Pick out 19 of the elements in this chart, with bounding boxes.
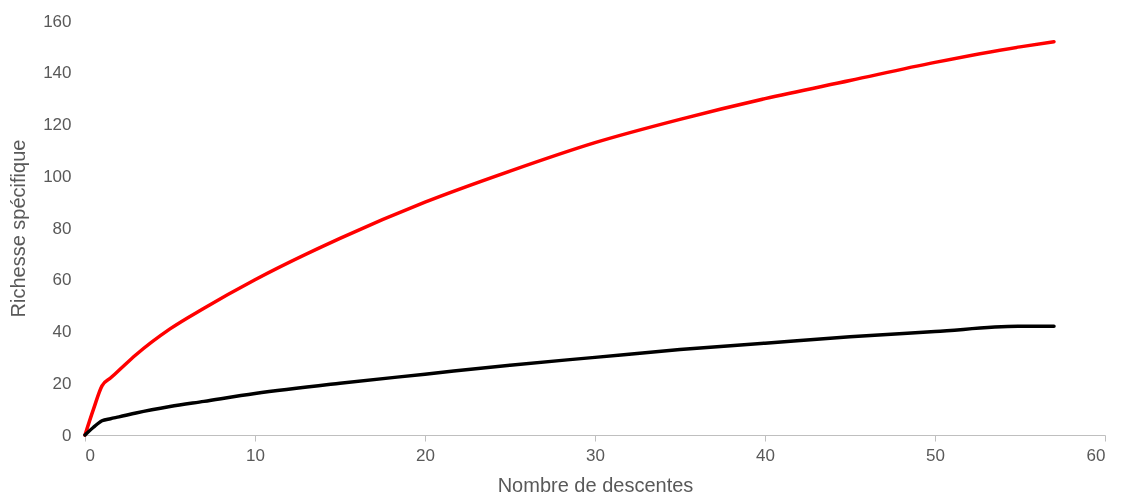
- x-tick-label: 10: [246, 445, 265, 465]
- y-tick-label: 80: [52, 218, 72, 238]
- y-tick-label: 120: [43, 115, 72, 134]
- y-tick-label: 0: [62, 425, 72, 445]
- y-axis-title: Richesse spécifique: [7, 139, 30, 318]
- y-tick-label: 20: [52, 373, 72, 393]
- x-tick-label: 20: [416, 445, 435, 465]
- y-tick-label: 160: [43, 11, 72, 31]
- x-tick-label: 50: [926, 445, 945, 465]
- y-tick-label: 140: [43, 63, 72, 83]
- y-tick-label: 60: [52, 270, 72, 290]
- y-tick-label: 40: [52, 322, 72, 341]
- x-tick-label: 40: [756, 445, 775, 465]
- x-tick-label: 0: [85, 445, 95, 465]
- line-series: [83, 324, 1056, 437]
- x-tick-label: 60: [1086, 445, 1106, 465]
- x-tick-label: 30: [586, 445, 605, 465]
- x-axis-title: Nombre de descentes: [497, 473, 694, 496]
- y-tick-label: 100: [43, 166, 72, 186]
